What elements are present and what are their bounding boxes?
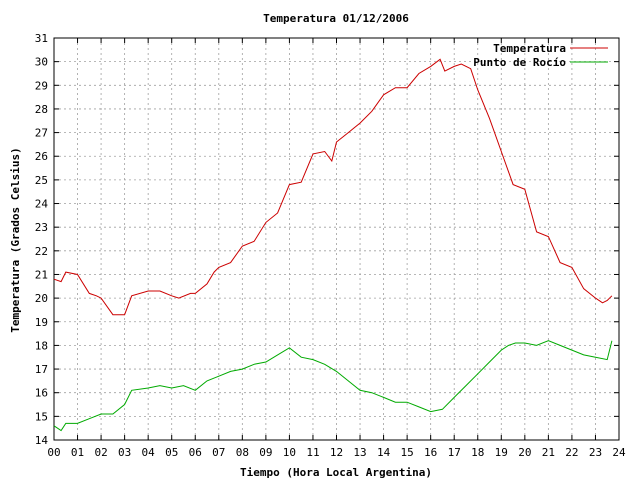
x-tick-label: 19 bbox=[495, 446, 508, 459]
x-tick-label: 09 bbox=[259, 446, 272, 459]
y-tick-label: 27 bbox=[35, 127, 48, 140]
x-tick-label: 08 bbox=[236, 446, 249, 459]
x-tick-label: 11 bbox=[306, 446, 319, 459]
y-tick-label: 14 bbox=[35, 434, 49, 447]
series-line-temperatura bbox=[53, 58, 613, 316]
y-tick-label: 26 bbox=[35, 150, 48, 163]
x-tick-label: 14 bbox=[377, 446, 391, 459]
legend-label-temperatura: Temperatura bbox=[493, 42, 566, 55]
x-tick-label: 12 bbox=[330, 446, 343, 459]
y-tick-label: 24 bbox=[35, 198, 49, 211]
y-tick-label: 30 bbox=[35, 56, 48, 69]
y-tick-label: 29 bbox=[35, 79, 48, 92]
x-tick-label: 00 bbox=[47, 446, 60, 459]
y-axis-title: Temperatura (Grados Celsius) bbox=[9, 147, 22, 332]
x-tick-label: 16 bbox=[424, 446, 437, 459]
x-tick-label: 20 bbox=[518, 446, 531, 459]
y-tick-label: 25 bbox=[35, 174, 48, 187]
x-tick-label: 07 bbox=[212, 446, 225, 459]
x-tick-label: 21 bbox=[542, 446, 555, 459]
x-tick-label: 06 bbox=[189, 446, 202, 459]
y-tick-label: 28 bbox=[35, 103, 48, 116]
series-group bbox=[53, 58, 613, 432]
y-tick-label: 19 bbox=[35, 316, 48, 329]
x-tick-label: 05 bbox=[165, 446, 178, 459]
y-tick-label: 31 bbox=[35, 32, 48, 45]
y-tick-label: 18 bbox=[35, 339, 48, 352]
y-tick-label: 22 bbox=[35, 245, 48, 258]
chart-title: Temperatura 01/12/2006 bbox=[263, 12, 409, 25]
x-tick-label: 01 bbox=[71, 446, 84, 459]
x-tick-label: 10 bbox=[283, 446, 296, 459]
legend: Temperatura Punto de Rocío bbox=[473, 42, 608, 69]
x-tick-label: 15 bbox=[401, 446, 414, 459]
y-tick-label: 16 bbox=[35, 387, 48, 400]
x-tick-label: 13 bbox=[353, 446, 366, 459]
y-tick-label: 17 bbox=[35, 363, 48, 376]
legend-label-punto-de-rocio: Punto de Rocío bbox=[473, 56, 566, 69]
x-tick-label: 18 bbox=[471, 446, 484, 459]
series-line-punto-de-rocio bbox=[53, 340, 613, 432]
x-axis: 00 01 02 03 04 05 06 07 08 09 10 11 12 13 14 15 16 17 18 19… bbox=[47, 38, 626, 459]
x-tick-label: 23 bbox=[589, 446, 602, 459]
x-tick-label: 03 bbox=[118, 446, 131, 459]
x-tick-label: 04 bbox=[142, 446, 156, 459]
x-tick-label: 24 bbox=[612, 446, 626, 459]
y-tick-label: 15 bbox=[35, 410, 48, 423]
x-tick-label: 02 bbox=[94, 446, 107, 459]
y-tick-label: 23 bbox=[35, 221, 48, 234]
x-tick-label: 22 bbox=[565, 446, 578, 459]
y-tick-label: 21 bbox=[35, 268, 48, 281]
y-axis: 14 15 16 17 18 19 20 21 22 23 24 25 26 27 28 29 30 31 bbox=[35, 32, 619, 447]
y-tick-label: 20 bbox=[35, 292, 48, 305]
x-tick-label: 17 bbox=[448, 446, 461, 459]
x-axis-title: Tiempo (Hora Local Argentina) bbox=[240, 466, 432, 479]
grid bbox=[54, 38, 619, 440]
